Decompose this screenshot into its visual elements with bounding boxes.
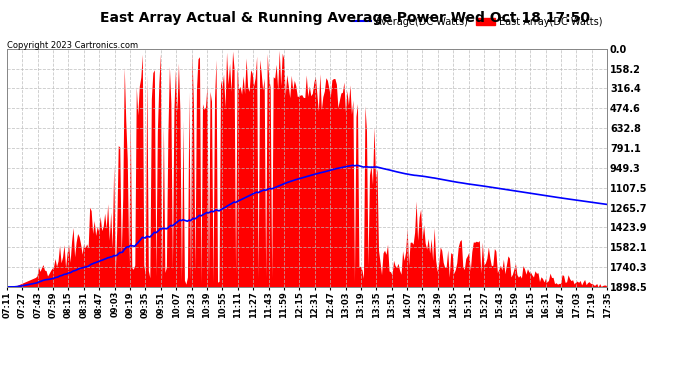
Text: Copyright 2023 Cartronics.com: Copyright 2023 Cartronics.com xyxy=(7,41,138,50)
Legend: Average(DC Watts), East Array(DC Watts): Average(DC Watts), East Array(DC Watts) xyxy=(351,17,602,27)
Text: East Array Actual & Running Average Power Wed Oct 18 17:50: East Array Actual & Running Average Powe… xyxy=(100,11,590,25)
